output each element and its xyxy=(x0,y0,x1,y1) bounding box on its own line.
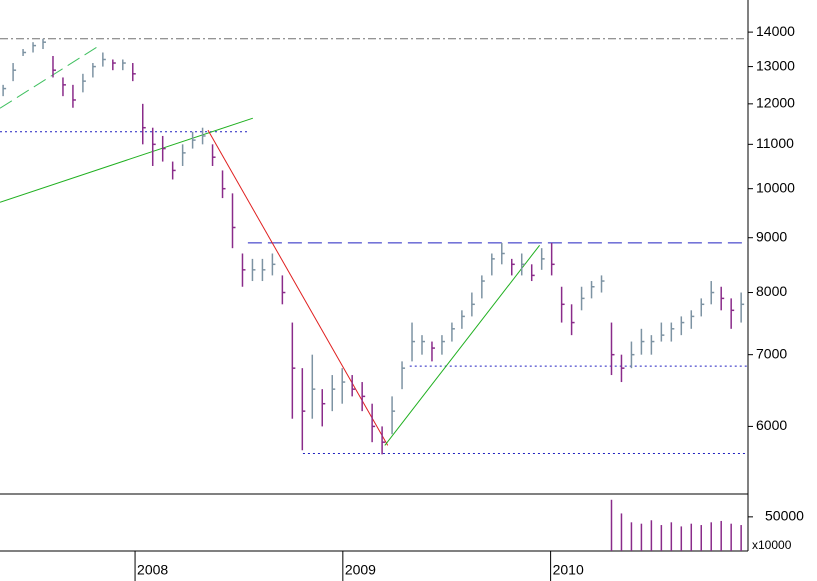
volume-tick-label: 50000 xyxy=(765,508,804,524)
y-tick-label: 9000 xyxy=(756,228,787,244)
x-tick-label: 2009 xyxy=(345,562,376,578)
y-tick-label: 6000 xyxy=(756,417,787,433)
volume-unit-label: x10000 xyxy=(752,538,792,552)
x-tick-label: 2008 xyxy=(137,562,168,578)
trend-line xyxy=(0,117,254,203)
y-tick-label: 14000 xyxy=(756,23,795,39)
y-tick-label: 13000 xyxy=(756,57,795,73)
y-tick-label: 7000 xyxy=(756,345,787,361)
y-tick-label: 11000 xyxy=(756,135,794,151)
trend-line xyxy=(207,129,389,446)
x-tick-label: 2010 xyxy=(553,562,584,578)
y-tick-label: 12000 xyxy=(756,95,795,111)
trend-line xyxy=(384,244,540,446)
y-tick-label: 10000 xyxy=(756,179,795,195)
y-tick-label: 8000 xyxy=(756,283,787,299)
